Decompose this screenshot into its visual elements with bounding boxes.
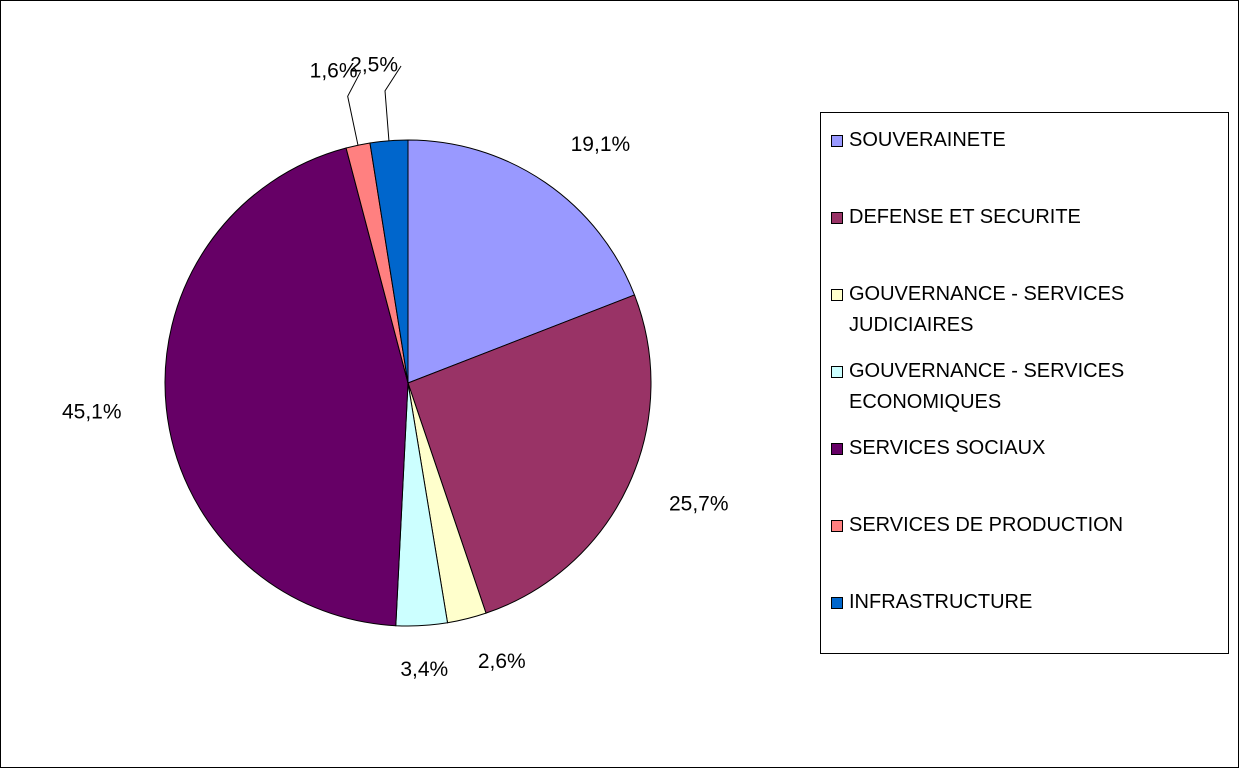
data-label: 25,7% bbox=[669, 492, 729, 515]
leader-line bbox=[384, 65, 402, 141]
legend-label: GOUVERNANCE - SERVICES JUDICIAIRES bbox=[849, 283, 1125, 336]
legend-swatch bbox=[831, 135, 843, 147]
pie-slice bbox=[164, 147, 409, 627]
legend-label: GOUVERNANCE - SERVICES ECONOMIQUES bbox=[849, 360, 1125, 413]
legend-item: SOUVERAINETE bbox=[831, 125, 1221, 156]
pie-slice bbox=[407, 294, 652, 614]
legend-item: DEFENSE ET SECURITE bbox=[831, 202, 1221, 233]
legend-swatch bbox=[831, 597, 843, 609]
legend-label: SERVICES DE PRODUCTION bbox=[849, 514, 1124, 536]
data-label: 2,5% bbox=[350, 54, 398, 77]
legend-item: GOUVERNANCE - SERVICES JUDICIAIRES bbox=[831, 279, 1221, 341]
legend-swatch bbox=[831, 520, 843, 532]
data-label: 45,1% bbox=[62, 400, 122, 423]
legend-swatch bbox=[831, 289, 843, 301]
data-label: 3,4% bbox=[400, 658, 448, 681]
data-label: 19,1% bbox=[571, 133, 631, 156]
legend-label: SOUVERAINETE bbox=[849, 129, 1006, 151]
data-label: 2,6% bbox=[478, 650, 526, 673]
legend-label: INFRASTRUCTURE bbox=[849, 591, 1033, 613]
leader-line bbox=[347, 71, 361, 146]
pie-slice bbox=[407, 139, 636, 384]
legend-item: INFRASTRUCTURE bbox=[831, 587, 1221, 618]
legend: SOUVERAINETE DEFENSE ET SECURITE GOUVERNAN… bbox=[820, 112, 1229, 654]
legend-item: SERVICES SOCIAUX bbox=[831, 433, 1221, 464]
legend-swatch bbox=[831, 366, 843, 378]
legend-swatch bbox=[831, 443, 843, 455]
legend-label: DEFENSE ET SECURITE bbox=[849, 206, 1081, 228]
pie-slice bbox=[369, 139, 409, 384]
legend-item: GOUVERNANCE - SERVICES ECONOMIQUES bbox=[831, 356, 1221, 418]
legend-item: SERVICES DE PRODUCTION bbox=[831, 510, 1221, 541]
legend-swatch bbox=[831, 212, 843, 224]
data-label: 1,6% bbox=[310, 59, 358, 82]
legend-label: SERVICES SOCIAUX bbox=[849, 437, 1046, 459]
